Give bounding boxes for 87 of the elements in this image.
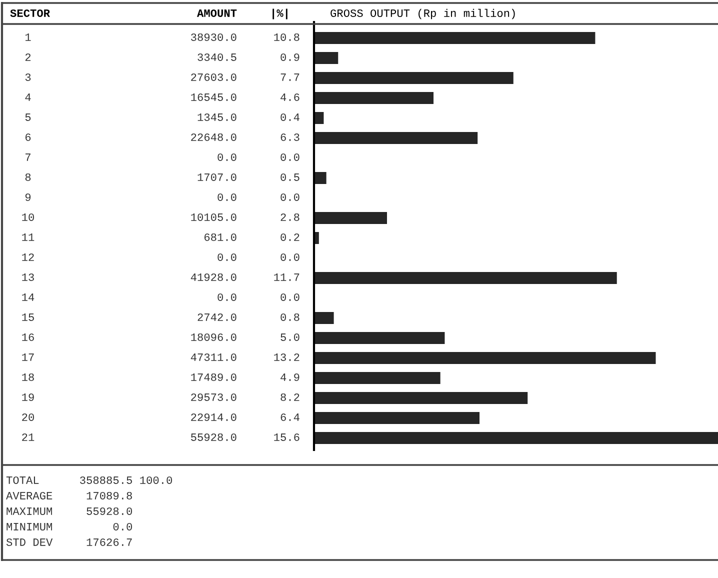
x-axis-title: AMOUNT <box>196 9 237 17</box>
y-tick-label: 5 <box>25 114 31 121</box>
y-tick-label: 15 <box>22 314 34 321</box>
y-tick-label: 20 <box>22 413 34 421</box>
y-tick-label: 7 <box>26 154 30 161</box>
text: TOTAL 358885.5 100.0 <box>6 476 172 484</box>
data-label: 0.0 <box>218 253 236 261</box>
y-tick-label: 12 <box>22 253 34 261</box>
y-tick-label: 10 <box>22 213 34 221</box>
data-label: 2742.0 <box>198 313 236 321</box>
text: 11.7 <box>274 274 300 281</box>
data-label: 16545.0 <box>191 93 236 101</box>
data-label: 22648.0 <box>191 133 236 141</box>
y-tick-label: 6 <box>25 133 31 141</box>
data-label: 18096.0 <box>191 333 236 341</box>
bar <box>314 52 338 64</box>
data-label: 0.0 <box>218 293 236 301</box>
y-tick-label: 2 <box>25 53 31 61</box>
text: 6.3 <box>280 133 300 141</box>
text: 0.8 <box>280 313 300 321</box>
text: |%| <box>272 8 288 20</box>
y-axis-title: SECTOR <box>10 9 50 17</box>
text: 15.6 <box>274 433 300 441</box>
text: 13.2 <box>274 353 300 361</box>
text: 0.9 <box>280 53 300 61</box>
data-label: 55928.0 <box>191 433 236 441</box>
y-tick-label: 3 <box>25 73 31 81</box>
y-tick-label: 4 <box>25 94 31 101</box>
text: 0.0 <box>280 153 300 161</box>
data-label: 681.0 <box>204 233 236 241</box>
bar <box>314 332 445 344</box>
bar <box>314 72 514 84</box>
bar <box>314 92 434 104</box>
data-label: 1707.0 <box>198 173 236 181</box>
y-tick-label: 9 <box>25 193 31 201</box>
data-label: 3340.5 <box>198 53 236 61</box>
bar <box>314 372 440 384</box>
bar <box>314 432 718 444</box>
y-tick-label: 16 <box>22 333 34 341</box>
data-label: 10105.0 <box>191 213 236 221</box>
text: 0.0 <box>280 253 300 261</box>
text: STD DEV 17626.7 <box>6 538 132 546</box>
bar <box>314 272 617 284</box>
text: 5.0 <box>280 333 300 341</box>
text: 4.6 <box>280 93 300 101</box>
bar <box>314 392 528 404</box>
bar <box>314 352 656 364</box>
bar <box>314 132 478 144</box>
text: 4.9 <box>280 373 300 381</box>
data-label: 38930.0 <box>191 33 236 41</box>
chart-title: GROSS OUTPUT (Rp in million) <box>330 8 515 20</box>
text: 8.2 <box>280 393 300 401</box>
text: 0.0 <box>280 293 300 301</box>
bar <box>314 312 334 324</box>
text: 7.7 <box>280 74 300 81</box>
bar <box>314 412 480 424</box>
data-label: 0.0 <box>218 193 236 201</box>
y-tick-label: 17 <box>22 354 34 361</box>
text: 0.0 <box>280 193 300 201</box>
bar <box>314 172 326 184</box>
y-tick-label: 8 <box>25 173 31 181</box>
data-label: 41928.0 <box>190 273 236 281</box>
text: 6.4 <box>280 413 300 421</box>
y-tick-label: 21 <box>22 433 34 441</box>
text: 0.2 <box>280 233 300 241</box>
text: 2.8 <box>280 213 300 221</box>
data-label: 47311.0 <box>190 353 236 361</box>
bar <box>314 212 387 224</box>
y-tick-label: 13 <box>22 273 34 281</box>
data-label: 29573.0 <box>191 393 236 401</box>
data-label: 0.0 <box>218 153 236 161</box>
text: 0.4 <box>280 113 300 121</box>
data-label: 1345.0 <box>198 113 236 121</box>
text: 10.8 <box>274 33 300 41</box>
data-label: 27603.0 <box>191 73 236 81</box>
data-label: 22914.0 <box>191 413 236 421</box>
bar <box>314 32 596 44</box>
text: MINIMUM 0.0 <box>6 522 132 530</box>
y-tick-label: 1 <box>25 34 31 41</box>
text: AVERAGE 17089.8 <box>6 492 132 500</box>
y-tick-label: 19 <box>22 393 34 401</box>
text: 0.5 <box>280 173 300 181</box>
y-tick-label: 11 <box>22 234 34 241</box>
data-label: 17489.0 <box>191 373 236 381</box>
text: MAXIMUM 55928.0 <box>6 507 132 515</box>
y-tick-label: 14 <box>22 294 34 301</box>
y-tick-label: 18 <box>22 373 34 381</box>
